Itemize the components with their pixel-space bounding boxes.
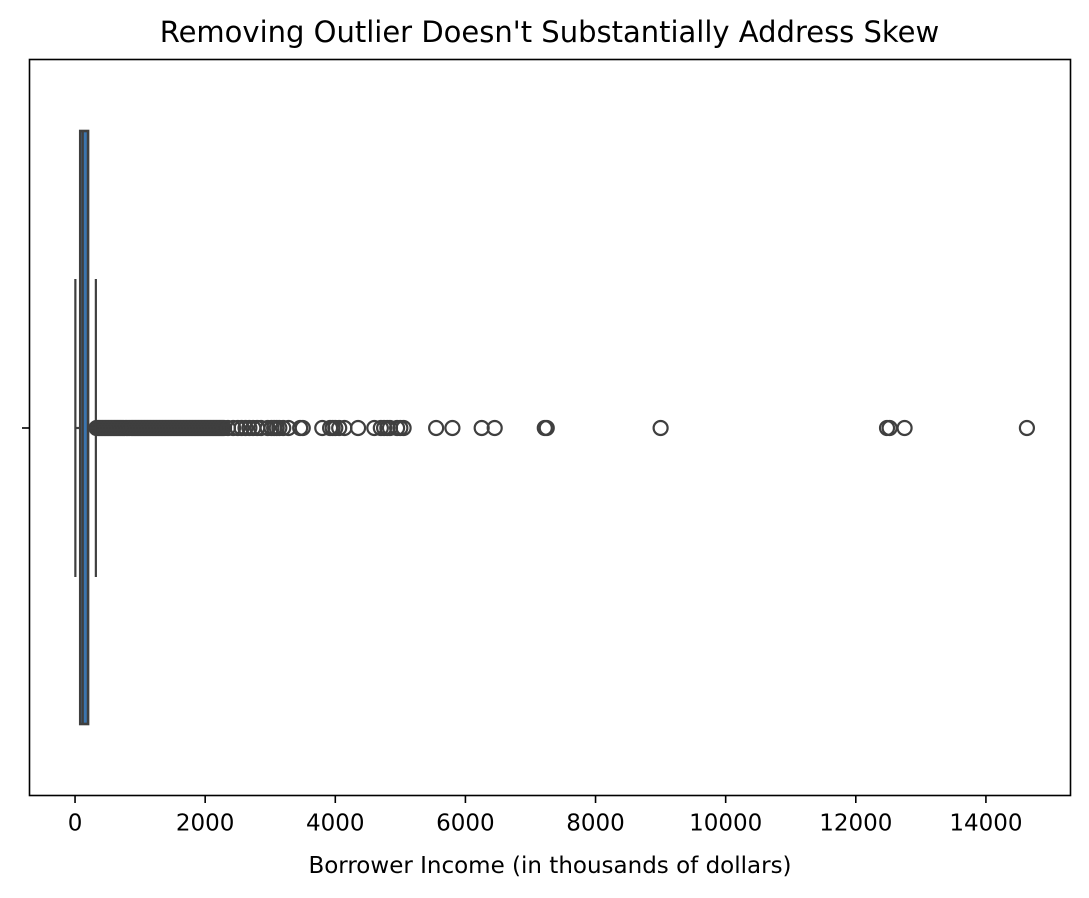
outlier-point xyxy=(428,419,445,437)
box-layer xyxy=(74,129,97,726)
x-tick-label: 14000 xyxy=(949,811,1022,837)
x-tick-label: 12000 xyxy=(819,811,892,837)
outlier-point xyxy=(473,419,490,437)
outlier-point xyxy=(538,419,555,437)
outlier-layer xyxy=(88,419,1036,437)
outlier-point xyxy=(486,419,503,437)
outlier-point xyxy=(444,419,461,437)
x-tick-label: 4000 xyxy=(306,811,365,837)
x-tick-label: 10000 xyxy=(689,811,762,837)
outlier-point xyxy=(294,419,311,437)
outlier-point xyxy=(395,419,412,437)
outlier-point xyxy=(652,419,669,437)
x-axis-label: Borrower Income (in thousands of dollars… xyxy=(308,853,791,879)
outlier-point xyxy=(1018,419,1036,437)
x-axis: 0 2000 4000 6000 8000 10000 12000 14000 xyxy=(68,795,1023,837)
outlier-point xyxy=(349,419,367,437)
x-tick-label: 2000 xyxy=(176,811,235,837)
outlier-point xyxy=(225,419,242,437)
outlier-point xyxy=(392,419,409,437)
x-tick-label: 8000 xyxy=(566,811,625,837)
x-tick-label: 6000 xyxy=(436,811,495,837)
outlier-point xyxy=(896,419,913,437)
chart-title: Removing Outlier Doesn't Substantially A… xyxy=(159,15,940,49)
x-tick-label: 0 xyxy=(68,811,83,837)
outlier-point xyxy=(275,419,292,437)
outlier-point xyxy=(331,419,348,437)
iqr-box xyxy=(78,129,90,726)
